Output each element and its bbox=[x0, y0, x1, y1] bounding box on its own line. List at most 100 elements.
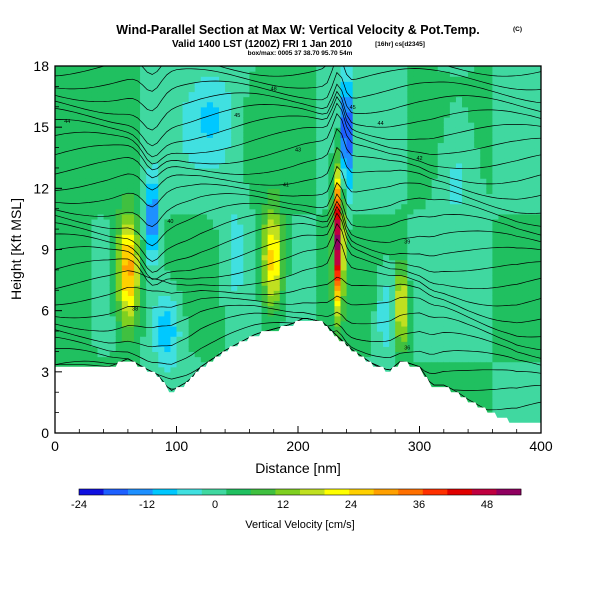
velocity-cell bbox=[91, 285, 99, 291]
velocity-cell bbox=[212, 269, 220, 276]
velocity-cell bbox=[279, 264, 287, 271]
velocity-cell bbox=[273, 280, 281, 286]
velocity-cell bbox=[267, 264, 275, 271]
velocity-cell bbox=[206, 310, 214, 317]
velocity-cell bbox=[455, 361, 463, 368]
velocity-cell bbox=[273, 162, 281, 169]
velocity-cell bbox=[219, 122, 226, 128]
velocity-cell bbox=[304, 178, 311, 184]
velocity-cell bbox=[237, 86, 244, 93]
velocity-cell bbox=[298, 218, 305, 225]
velocity-cell bbox=[468, 371, 475, 378]
velocity-cell bbox=[67, 183, 74, 189]
velocity-cell bbox=[231, 116, 238, 123]
velocity-cell bbox=[176, 203, 184, 210]
velocity-cell bbox=[304, 264, 311, 271]
velocity-cell bbox=[158, 218, 165, 225]
velocity-cell bbox=[468, 290, 475, 296]
velocity-cell bbox=[358, 249, 366, 256]
velocity-cell bbox=[97, 336, 105, 342]
velocity-cell bbox=[376, 198, 384, 205]
velocity-cell bbox=[152, 325, 159, 332]
velocity-cell bbox=[79, 315, 86, 322]
velocity-cell bbox=[437, 361, 445, 368]
velocity-cell bbox=[212, 254, 220, 261]
velocity-cell bbox=[109, 336, 117, 342]
velocity-cell bbox=[462, 331, 469, 337]
velocity-cell bbox=[61, 274, 68, 281]
velocity-cell bbox=[279, 81, 287, 87]
velocity-cell bbox=[67, 224, 74, 230]
velocity-cell bbox=[249, 198, 257, 205]
velocity-cell bbox=[249, 86, 257, 93]
velocity-cell bbox=[182, 198, 190, 205]
velocity-cell bbox=[55, 101, 62, 108]
velocity-cell bbox=[73, 305, 80, 312]
velocity-cell bbox=[97, 254, 105, 261]
velocity-cell bbox=[188, 239, 196, 246]
velocity-cell bbox=[395, 259, 402, 266]
velocity-cell bbox=[188, 305, 196, 312]
velocity-cell bbox=[170, 213, 178, 220]
velocity-cell bbox=[376, 188, 384, 195]
velocity-cell bbox=[328, 310, 336, 317]
velocity-cell bbox=[182, 239, 190, 246]
velocity-cell bbox=[401, 346, 408, 353]
velocity-cell bbox=[188, 122, 196, 128]
velocity-cell bbox=[127, 198, 135, 205]
velocity-cell bbox=[158, 71, 165, 77]
velocity-cell bbox=[176, 244, 184, 251]
velocity-cell bbox=[431, 111, 439, 118]
velocity-cell bbox=[121, 86, 129, 93]
velocity-cell bbox=[364, 305, 372, 312]
velocity-cell bbox=[121, 111, 129, 118]
velocity-cell bbox=[237, 76, 244, 82]
velocity-cell bbox=[279, 310, 287, 317]
velocity-cell bbox=[212, 127, 220, 133]
velocity-cell bbox=[91, 346, 99, 353]
velocity-cell bbox=[468, 122, 475, 128]
velocity-cell bbox=[322, 269, 329, 276]
velocity-cell bbox=[200, 325, 208, 332]
velocity-cell bbox=[431, 157, 439, 164]
velocity-cell bbox=[285, 203, 293, 210]
velocity-cell bbox=[407, 147, 415, 154]
velocity-cell bbox=[219, 249, 226, 256]
velocity-cell bbox=[194, 351, 202, 358]
velocity-cell bbox=[249, 254, 257, 261]
velocity-cell bbox=[340, 173, 348, 179]
velocity-cell bbox=[212, 106, 220, 113]
velocity-cell bbox=[316, 137, 323, 144]
velocity-cell bbox=[97, 361, 105, 368]
velocity-cell bbox=[200, 71, 208, 77]
velocity-cell bbox=[255, 229, 263, 235]
velocity-cell bbox=[267, 325, 275, 332]
velocity-cell bbox=[328, 66, 336, 72]
velocity-cell bbox=[419, 71, 427, 77]
velocity-cell bbox=[291, 208, 299, 215]
velocity-cell bbox=[376, 280, 384, 286]
velocity-cell bbox=[85, 111, 93, 118]
velocity-cell bbox=[206, 86, 214, 93]
velocity-cell bbox=[231, 76, 238, 82]
velocity-cell bbox=[231, 91, 238, 98]
velocity-cell bbox=[316, 264, 323, 271]
velocity-cell bbox=[267, 269, 275, 276]
velocity-cell bbox=[133, 152, 141, 159]
velocity-cell bbox=[407, 290, 415, 296]
velocity-cell bbox=[140, 213, 147, 220]
velocity-cell bbox=[376, 203, 384, 210]
velocity-cell bbox=[109, 305, 117, 312]
velocity-cell bbox=[79, 162, 86, 169]
velocity-cell bbox=[389, 111, 396, 118]
velocity-cell bbox=[182, 147, 190, 154]
velocity-cell bbox=[225, 167, 232, 174]
velocity-cell bbox=[291, 137, 299, 144]
velocity-cell bbox=[334, 137, 342, 144]
velocity-cell bbox=[140, 106, 147, 113]
velocity-cell bbox=[346, 208, 354, 215]
velocity-cell bbox=[407, 173, 415, 179]
velocity-cell bbox=[279, 157, 287, 164]
velocity-cell bbox=[407, 208, 415, 215]
velocity-cell bbox=[370, 305, 378, 312]
